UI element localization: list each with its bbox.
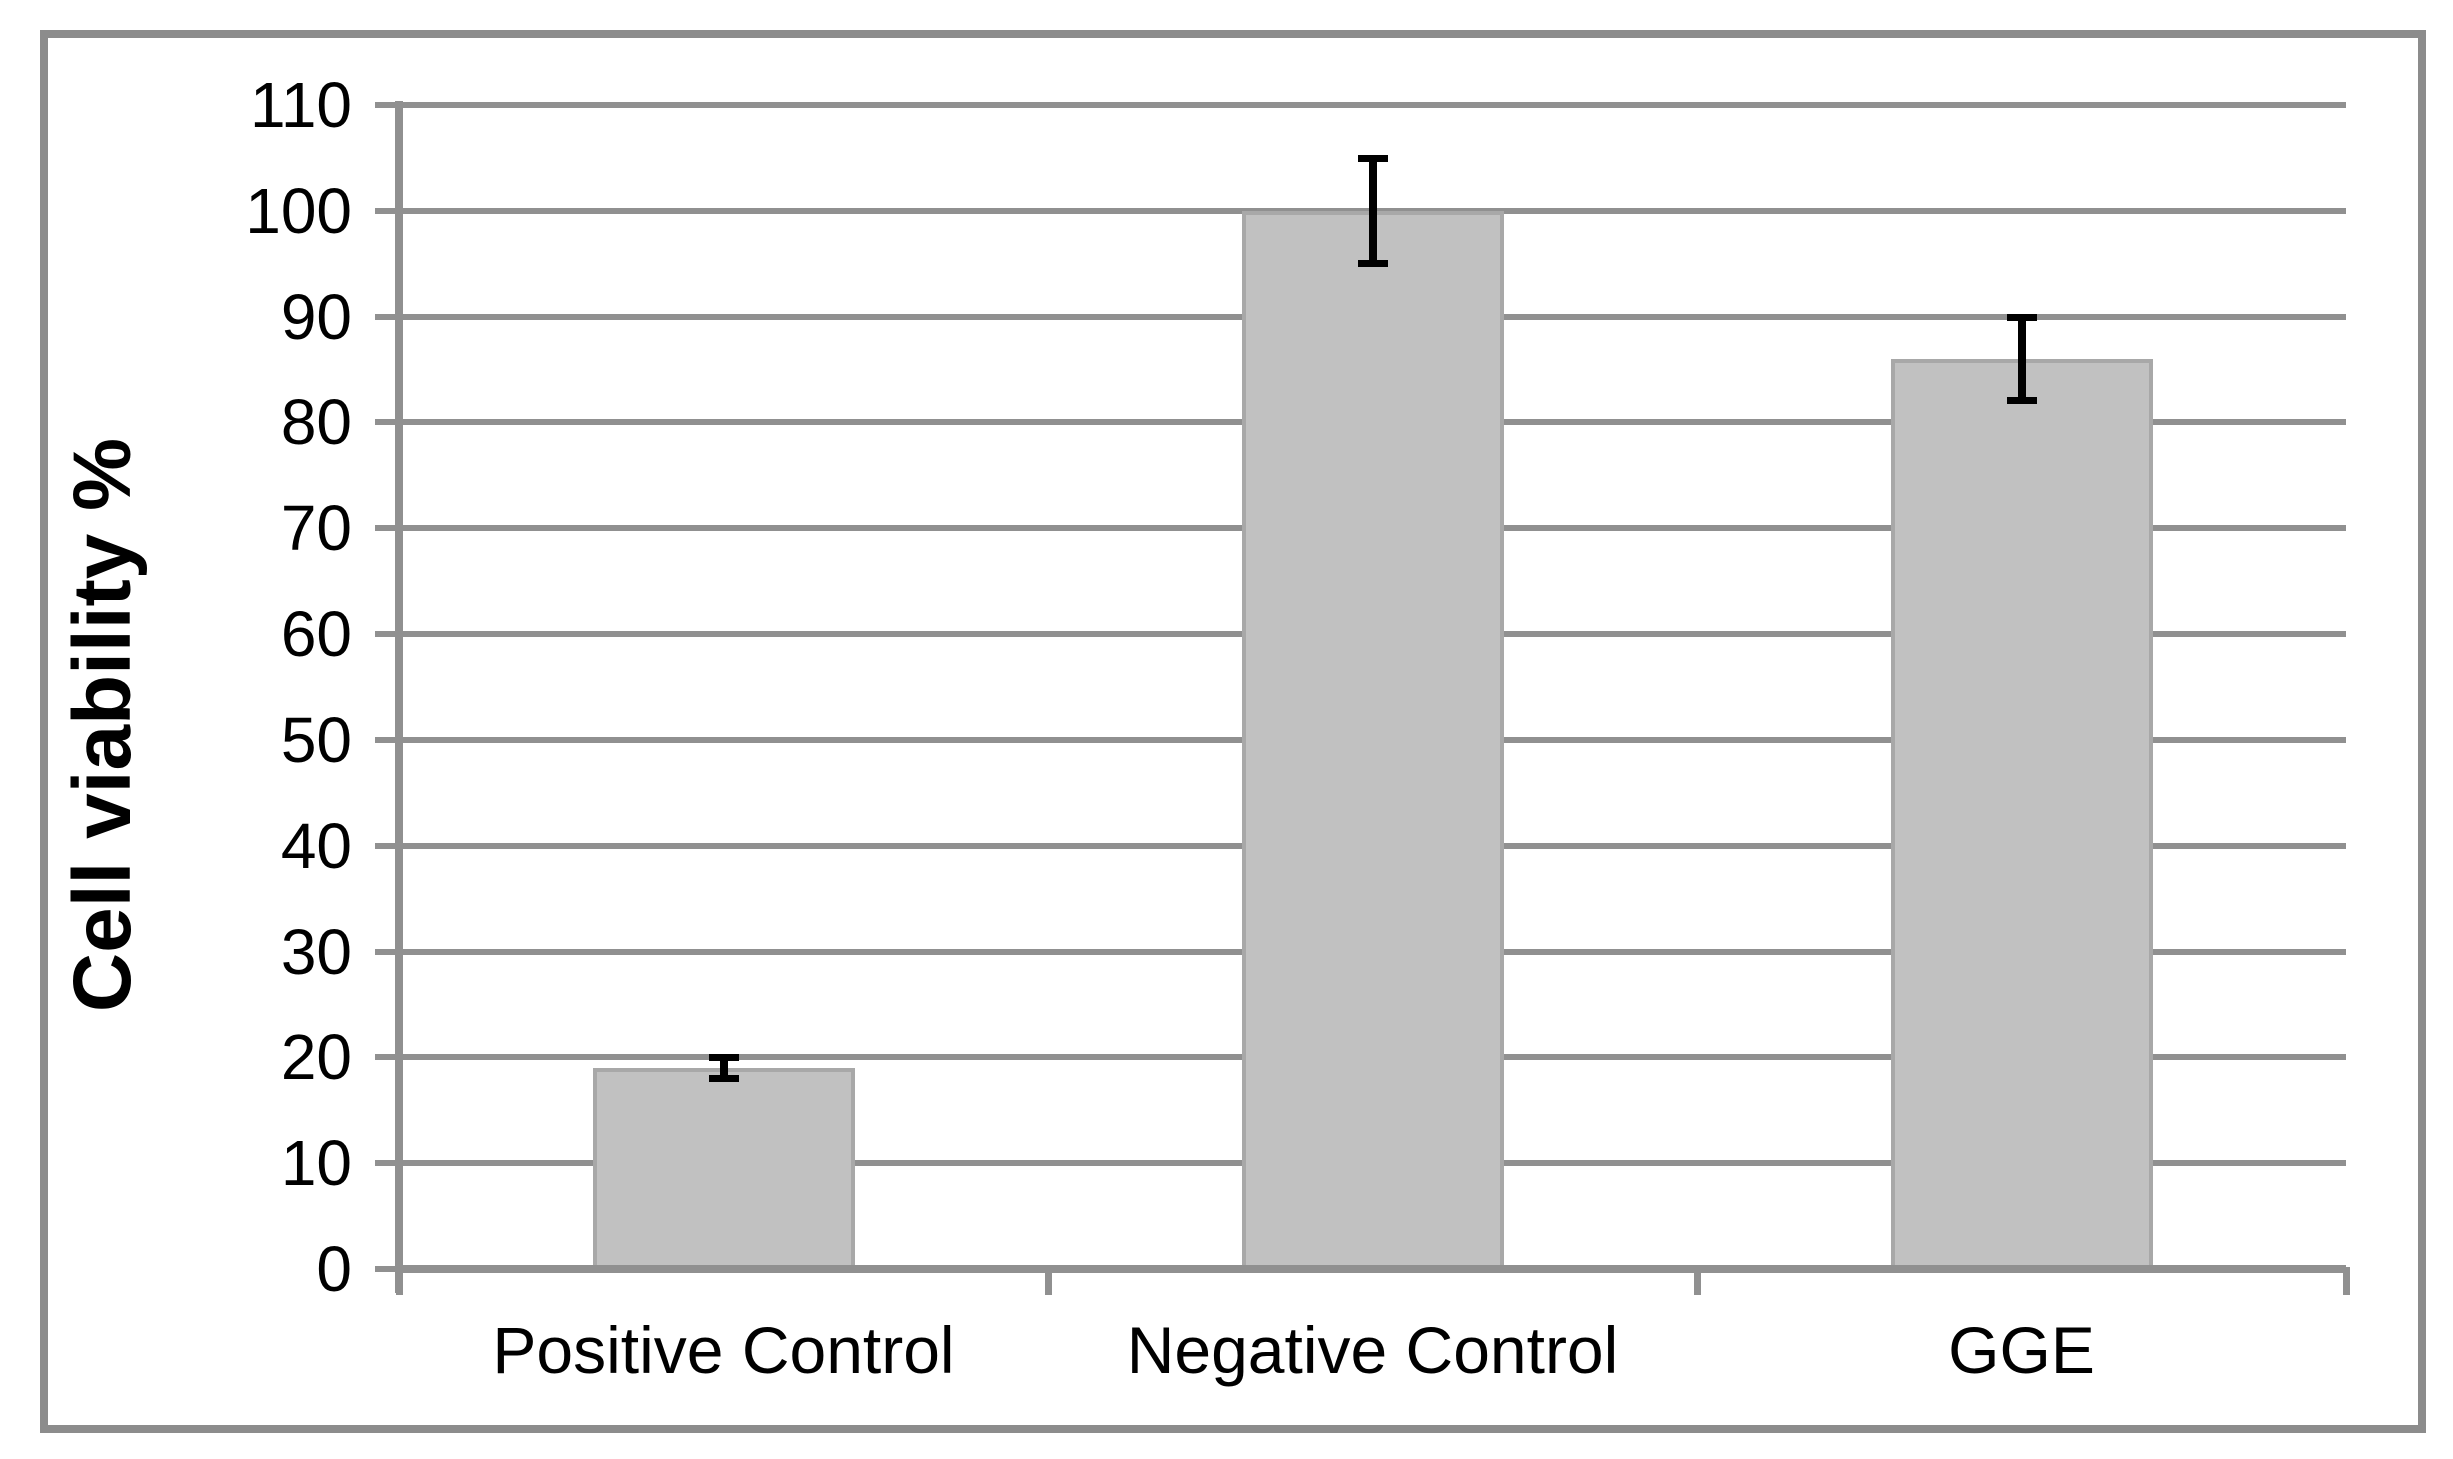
y-tick-label: 90 [280, 280, 352, 353]
x-category-label: Negative Control [1126, 1313, 1619, 1387]
y-axis-tick [375, 1266, 399, 1272]
y-tick-label: 100 [245, 174, 352, 247]
error-bar-cap-bottom [2006, 397, 2037, 405]
x-axis-tick [2342, 1267, 2350, 1295]
y-tick-label: 110 [249, 69, 352, 141]
y-tick-label: 30 [280, 915, 352, 988]
bar [1241, 210, 1504, 1269]
y-axis-tick [375, 1160, 399, 1167]
error-bar-cap-top [708, 1054, 739, 1062]
y-tick-label: 70 [280, 492, 352, 565]
x-axis-tick [395, 1267, 403, 1295]
x-category-label: Positive Control [492, 1313, 955, 1387]
y-axis-tick [375, 631, 399, 638]
bar [592, 1067, 855, 1269]
y-axis-tick [375, 842, 399, 849]
y-tick-label: 20 [280, 1021, 352, 1094]
x-category-label: GGE [1948, 1313, 2095, 1387]
y-axis-tick [375, 525, 399, 532]
x-axis-tick [1693, 1267, 1701, 1295]
y-axis-tick [375, 313, 399, 320]
y-axis-line [395, 101, 403, 1293]
y-tick-label: 0 [316, 1233, 352, 1305]
error-bar [2017, 316, 2026, 402]
error-bar [1368, 157, 1377, 264]
y-tick-label: 60 [280, 598, 352, 671]
y-axis-tick [375, 948, 399, 955]
y-tick-label: 40 [280, 809, 352, 882]
error-bar [719, 1057, 728, 1079]
y-axis-tick [375, 1054, 399, 1061]
y-axis-tick [375, 102, 399, 108]
y-axis-tick [375, 207, 399, 214]
y-axis-tick [375, 736, 399, 743]
error-bar-cap-top [2006, 313, 2037, 321]
y-tick-label: 80 [280, 386, 352, 459]
error-bar-cap-bottom [708, 1074, 739, 1082]
y-tick-label: 10 [280, 1127, 352, 1200]
gridline [399, 102, 2346, 108]
error-bar-cap-top [1357, 154, 1388, 162]
x-axis-line [399, 1265, 2346, 1273]
y-tick-label: 50 [280, 703, 352, 776]
y-axis-tick [375, 419, 399, 426]
x-axis-tick [1044, 1267, 1052, 1295]
y-axis-title: Cell viability % [57, 437, 148, 1013]
bar [1890, 358, 2153, 1269]
error-bar-cap-bottom [1357, 259, 1388, 267]
